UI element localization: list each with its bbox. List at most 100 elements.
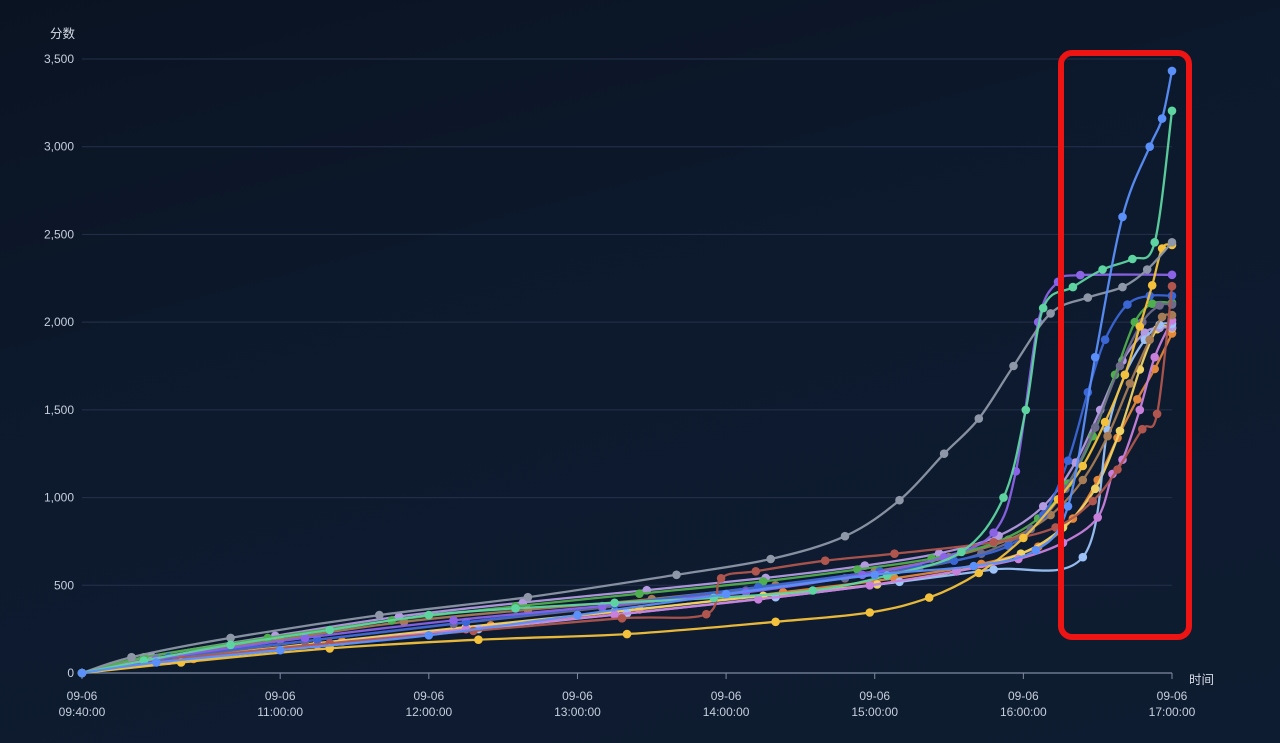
series-3-point[interactable] [523,592,533,602]
series-series-14[interactable] [77,324,1177,678]
series-4-point[interactable] [771,617,780,627]
series-10-point[interactable] [1103,431,1112,441]
series-2-point[interactable] [511,604,520,613]
series-3-point[interactable] [672,570,681,580]
series-4-point[interactable] [865,608,875,617]
series-series-2[interactable] [77,106,1177,678]
series-1-point[interactable] [870,570,879,580]
series-9-point[interactable] [635,589,644,598]
series-4-point[interactable] [974,568,984,578]
series-2-point[interactable] [1021,405,1031,415]
series-2-point[interactable] [957,547,966,557]
series-series-13[interactable] [77,323,1177,678]
series-series-6[interactable] [77,281,1177,678]
series-6-point[interactable] [1088,496,1097,506]
series-4-point[interactable] [474,635,483,644]
series-10-point[interactable] [1157,312,1167,322]
series-6-point[interactable] [1138,424,1147,434]
series-11-point[interactable] [1093,513,1102,522]
series-1-point[interactable] [1031,545,1041,555]
series-14-point[interactable] [1115,426,1125,436]
series-7-point[interactable] [1123,300,1132,309]
series-10-line[interactable] [80,313,1174,675]
series-3-point[interactable] [840,531,850,541]
series-6-point[interactable] [1167,281,1177,291]
series-6-line[interactable] [80,285,1174,675]
series-1-point[interactable] [1063,502,1073,511]
series-6-point[interactable] [716,574,726,583]
series-2-point[interactable] [808,586,818,595]
series-2-point[interactable] [1150,238,1159,247]
series-1-point[interactable] [1167,66,1177,76]
series-10-point[interactable] [1145,335,1154,345]
series-5-point[interactable] [989,528,998,537]
series-4-point[interactable] [1078,461,1088,471]
series-13-point[interactable] [1038,502,1048,511]
series-1-point[interactable] [1118,212,1127,222]
series-6-point[interactable] [1152,409,1162,419]
series-3-point[interactable] [1046,309,1055,318]
series-5-point[interactable] [449,616,458,625]
series-3-point[interactable] [1083,293,1093,302]
series-7-point[interactable] [1063,456,1073,466]
series-6-point[interactable] [702,609,711,619]
series-9-point[interactable] [1147,299,1157,309]
series-3-point[interactable] [1009,361,1018,371]
series-1-point[interactable] [1145,142,1154,151]
series-5-point[interactable] [300,633,310,643]
series-4-point[interactable] [622,629,632,639]
series-1-point[interactable] [424,631,434,640]
series-11-point[interactable] [610,610,619,620]
series-1-point[interactable] [275,645,285,655]
series-4-point[interactable] [1100,417,1110,427]
series-11-point[interactable] [1135,405,1145,415]
series-2-point[interactable] [610,598,619,608]
series-2-point[interactable] [1068,282,1078,292]
series-2-point[interactable] [1167,106,1177,116]
series-11-point[interactable] [1150,352,1159,362]
series-3-point[interactable] [1142,265,1152,274]
series-6-point[interactable] [617,614,627,623]
series-5-point[interactable] [1076,270,1085,280]
series-2-point[interactable] [1098,265,1107,274]
series-1-point[interactable] [573,610,582,620]
series-6-point[interactable] [751,567,761,576]
series-4-point[interactable] [1147,281,1157,290]
series-4-point[interactable] [1135,322,1145,331]
series-1-point[interactable] [1090,352,1100,362]
series-1-point[interactable] [969,561,979,571]
series-2-point[interactable] [999,493,1008,502]
series-11-point[interactable] [754,595,763,604]
series-3-point[interactable] [226,633,235,643]
series-3-point[interactable] [1167,238,1177,247]
series-4-line[interactable] [80,243,1174,675]
series-2-point[interactable] [424,610,434,620]
series-2-point[interactable] [325,625,335,635]
series-3-point[interactable] [375,610,384,620]
series-7-point[interactable] [1100,335,1110,345]
series-8-point[interactable] [1090,423,1100,432]
series-1-point[interactable] [1157,114,1167,123]
series-2-point[interactable] [1038,303,1048,313]
series-3-point[interactable] [766,554,775,564]
series-6-point[interactable] [1113,465,1122,474]
series-10-point[interactable] [1125,379,1135,388]
series-series-1[interactable] [77,66,1177,678]
series-series-12[interactable] [77,319,1177,678]
series-3-point[interactable] [895,495,904,505]
series-3-point[interactable] [939,449,949,459]
series-6-point[interactable] [820,556,830,565]
series-11-point[interactable] [865,581,875,590]
series-5-point[interactable] [1167,270,1177,280]
series-4-point[interactable] [924,593,934,602]
series-12-line[interactable] [80,322,1174,675]
series-15-point[interactable] [1133,395,1142,404]
series-4-point[interactable] [1019,533,1028,543]
series-6-point[interactable] [989,538,998,547]
series-3-point[interactable] [974,414,984,423]
series-8-point[interactable] [1115,361,1125,371]
series-1-point[interactable] [152,658,161,667]
series-4-point[interactable] [1053,495,1063,504]
series-12-point[interactable] [1078,552,1088,562]
